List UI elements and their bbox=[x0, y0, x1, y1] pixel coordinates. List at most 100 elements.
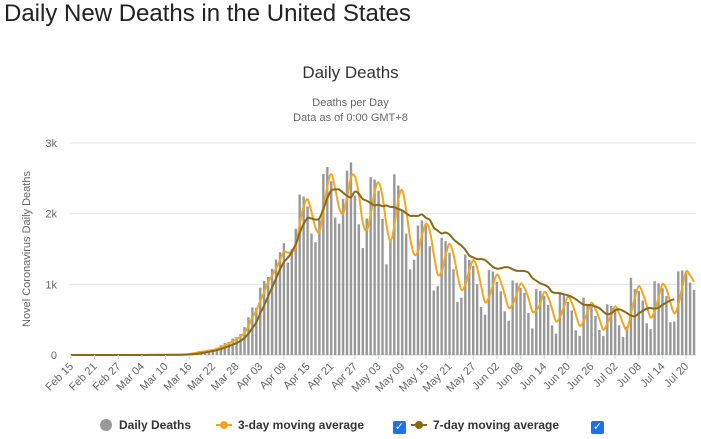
bar[interactable] bbox=[598, 329, 601, 355]
bar[interactable] bbox=[645, 323, 648, 355]
bar[interactable] bbox=[613, 308, 617, 355]
bar[interactable] bbox=[420, 220, 424, 355]
bar[interactable] bbox=[326, 167, 329, 355]
bar[interactable] bbox=[550, 325, 554, 355]
bar[interactable] bbox=[270, 268, 274, 355]
bar[interactable] bbox=[539, 290, 542, 355]
legend-item-7-day-average[interactable]: 7-day moving average bbox=[411, 418, 559, 432]
bar[interactable] bbox=[511, 280, 514, 355]
bar[interactable] bbox=[333, 217, 337, 355]
bar[interactable] bbox=[310, 233, 313, 355]
bar[interactable] bbox=[373, 179, 376, 355]
bar[interactable] bbox=[574, 330, 577, 355]
bar[interactable] bbox=[306, 206, 309, 355]
bar[interactable] bbox=[314, 242, 317, 355]
bar[interactable] bbox=[471, 265, 475, 355]
bar[interactable] bbox=[274, 259, 278, 355]
bar[interactable] bbox=[452, 269, 455, 355]
bar[interactable] bbox=[590, 306, 593, 355]
bar[interactable] bbox=[428, 246, 432, 355]
bar[interactable] bbox=[337, 223, 341, 355]
bar[interactable] bbox=[531, 328, 534, 355]
bar[interactable] bbox=[586, 304, 589, 355]
bar[interactable] bbox=[349, 162, 353, 355]
bar[interactable] bbox=[318, 219, 321, 355]
bar[interactable] bbox=[259, 287, 262, 355]
bar[interactable] bbox=[649, 329, 652, 355]
bar[interactable] bbox=[385, 264, 388, 355]
bar[interactable] bbox=[302, 196, 305, 355]
bar[interactable] bbox=[436, 286, 439, 355]
bar[interactable] bbox=[542, 295, 546, 355]
bar[interactable] bbox=[487, 270, 491, 355]
bar[interactable] bbox=[290, 249, 294, 355]
bar[interactable] bbox=[255, 307, 258, 355]
bar[interactable] bbox=[523, 292, 526, 355]
bar[interactable] bbox=[566, 302, 570, 355]
toggle-3-day-checkbox[interactable]: ✓ bbox=[393, 421, 406, 434]
ma7-line[interactable] bbox=[70, 188, 675, 357]
bar[interactable] bbox=[507, 320, 510, 355]
bar[interactable] bbox=[341, 198, 345, 355]
bar[interactable] bbox=[444, 241, 447, 355]
bar[interactable] bbox=[665, 296, 668, 355]
bar[interactable] bbox=[361, 248, 365, 355]
bar[interactable] bbox=[416, 225, 420, 355]
bar[interactable] bbox=[440, 237, 443, 355]
toggle-7-day-checkbox[interactable]: ✓ bbox=[591, 421, 604, 434]
bar[interactable] bbox=[515, 282, 518, 355]
bar[interactable] bbox=[448, 252, 451, 355]
bar[interactable] bbox=[677, 271, 680, 355]
bar[interactable] bbox=[468, 259, 471, 355]
bar[interactable] bbox=[353, 195, 357, 355]
bar[interactable] bbox=[330, 181, 333, 355]
bar[interactable] bbox=[621, 337, 625, 355]
bar[interactable] bbox=[357, 224, 361, 355]
bar[interactable] bbox=[408, 269, 412, 355]
bar[interactable] bbox=[483, 314, 487, 355]
bar[interactable] bbox=[554, 333, 558, 355]
bar[interactable] bbox=[227, 341, 230, 355]
bar[interactable] bbox=[298, 194, 301, 355]
bar[interactable] bbox=[503, 311, 506, 355]
bar[interactable] bbox=[519, 287, 522, 355]
bar[interactable] bbox=[527, 313, 530, 355]
bar[interactable] bbox=[243, 327, 246, 355]
bar[interactable] bbox=[688, 282, 692, 355]
bar[interactable] bbox=[223, 343, 226, 355]
bar[interactable] bbox=[397, 185, 400, 355]
bar[interactable] bbox=[582, 297, 585, 355]
bar[interactable] bbox=[479, 307, 483, 355]
bar[interactable] bbox=[247, 317, 250, 355]
bar[interactable] bbox=[625, 326, 629, 355]
bar[interactable] bbox=[322, 173, 325, 355]
bar[interactable] bbox=[602, 336, 605, 355]
bar[interactable] bbox=[389, 239, 392, 355]
bar[interactable] bbox=[365, 218, 368, 355]
bar[interactable] bbox=[464, 254, 467, 355]
bar[interactable] bbox=[684, 272, 688, 355]
bar[interactable] bbox=[499, 291, 503, 355]
bar[interactable] bbox=[460, 297, 463, 355]
bar[interactable] bbox=[609, 306, 613, 355]
bar[interactable] bbox=[535, 289, 538, 355]
bar[interactable] bbox=[680, 270, 684, 355]
bar[interactable] bbox=[641, 300, 644, 355]
bar[interactable] bbox=[393, 174, 396, 355]
bar[interactable] bbox=[251, 307, 254, 355]
bar[interactable] bbox=[558, 292, 562, 355]
bar[interactable] bbox=[231, 338, 234, 355]
bar[interactable] bbox=[673, 321, 676, 355]
bar[interactable] bbox=[235, 337, 238, 355]
bar[interactable] bbox=[495, 281, 499, 355]
bar[interactable] bbox=[633, 289, 637, 355]
bar[interactable] bbox=[456, 301, 459, 355]
bar[interactable] bbox=[692, 289, 696, 355]
bar[interactable] bbox=[617, 325, 621, 355]
legend-item-daily-deaths[interactable]: Daily Deaths bbox=[100, 418, 191, 432]
bar[interactable] bbox=[606, 304, 609, 355]
bar[interactable] bbox=[239, 334, 242, 355]
bar[interactable] bbox=[653, 281, 656, 355]
bar[interactable] bbox=[266, 276, 270, 355]
bar[interactable] bbox=[570, 310, 574, 355]
